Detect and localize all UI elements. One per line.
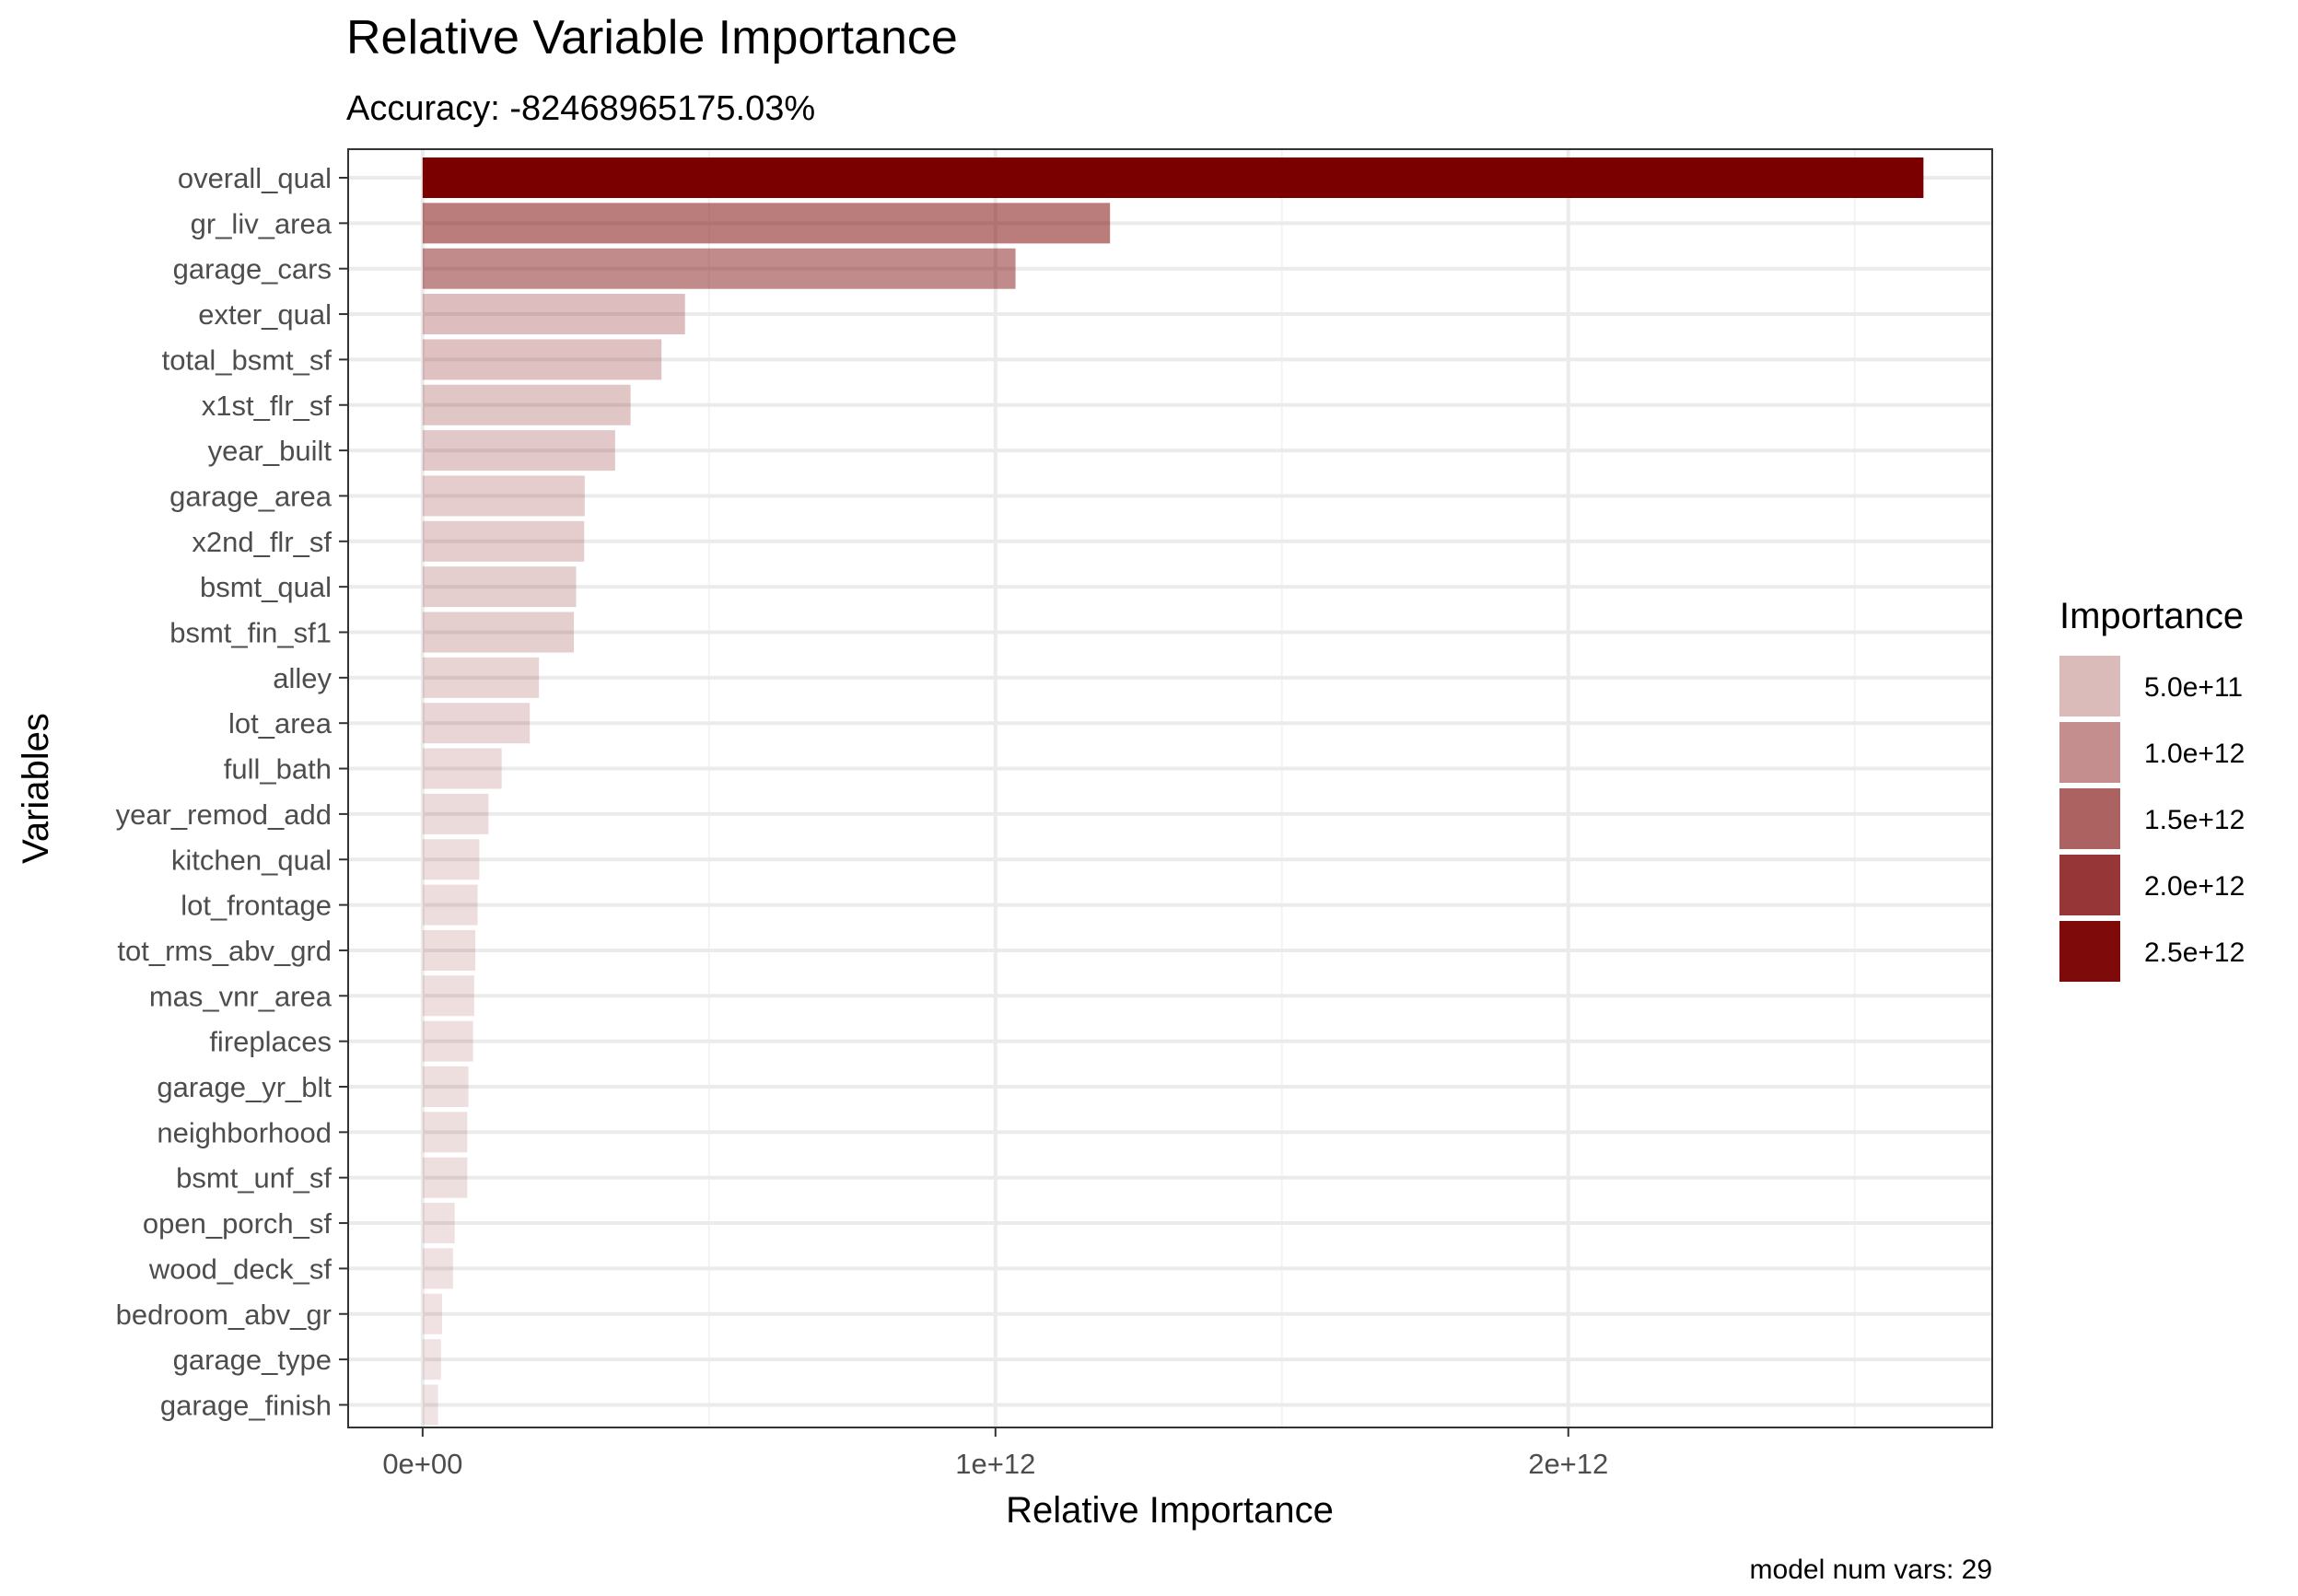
bar-garage-yr-blt (422, 1066, 469, 1107)
y-tick-label: wood_deck_sf (148, 1252, 332, 1285)
y-tick-label: bsmt_unf_sf (176, 1162, 332, 1194)
bar-bedroom-abv-gr (422, 1293, 442, 1334)
bar-lot-frontage (422, 884, 478, 926)
bars (422, 157, 1924, 1426)
y-tick-label: total_bsmt_sf (162, 344, 332, 376)
y-tick-label: year_remod_add (116, 798, 332, 831)
y-tick-label: bsmt_fin_sf1 (169, 617, 332, 649)
x-tick-label: 0e+00 (382, 1448, 462, 1480)
legend-swatch (2059, 921, 2120, 982)
bar-alley (422, 657, 540, 698)
legend-swatch (2059, 788, 2120, 849)
y-tick-label: gr_liv_area (191, 207, 332, 239)
legend-label: 2.0e+12 (2144, 871, 2245, 902)
bar-garage-area (422, 475, 585, 517)
y-tick-label: bedroom_abv_gr (116, 1299, 332, 1331)
plot-panel-bg (348, 149, 1992, 1427)
y-tick-label: x1st_flr_sf (202, 390, 332, 422)
y-tick-label: garage_area (169, 480, 332, 512)
bar-neighborhood (422, 1112, 468, 1153)
legend-label: 5.0e+11 (2144, 672, 2243, 703)
grid-lines (348, 149, 1992, 1427)
bar-garage-type (422, 1339, 441, 1380)
y-tick-label: year_built (208, 435, 332, 467)
x-axis-ticks: 0e+00 1e+12 2e+12 (382, 1427, 1608, 1480)
bar-year-built (422, 430, 615, 472)
y-tick-label: fireplaces (209, 1026, 332, 1058)
legend-label: 2.5e+12 (2144, 938, 2245, 968)
bar-open-porch-sf (422, 1203, 455, 1244)
y-tick-label: exter_qual (198, 298, 332, 331)
legend-title: Importance (2059, 596, 2244, 636)
legend-swatch (2059, 855, 2120, 915)
plot-panel-border (347, 148, 1993, 1428)
bar-kitchen-qual (422, 839, 480, 880)
bar-x1st-flr-sf (422, 384, 631, 425)
bar-x2nd-flr-sf (422, 520, 585, 562)
y-tick-label: lot_frontage (181, 890, 332, 922)
chart-subtitle: Accuracy: -82468965175.03% (346, 89, 815, 128)
legend-label: 1.0e+12 (2144, 739, 2245, 769)
bar-year-remod-add (422, 793, 489, 834)
y-axis-title: Variables (16, 713, 56, 864)
x-tick-label: 2e+12 (1528, 1448, 1608, 1480)
bar-fireplaces (422, 1020, 473, 1062)
legend-swatch (2059, 722, 2120, 783)
y-tick-label: garage_cars (173, 253, 332, 285)
chart-title: Relative Variable Importance (346, 11, 958, 64)
y-tick-label: kitchen_qual (171, 844, 332, 876)
y-tick-label: garage_type (173, 1344, 332, 1376)
x-axis-title: Relative Importance (1006, 1490, 1334, 1531)
caption: model num vars: 29 (1750, 1555, 1992, 1585)
y-tick-label: tot_rms_abv_grd (117, 935, 332, 967)
bar-garage-finish (422, 1384, 438, 1426)
y-tick-label: alley (273, 662, 332, 694)
y-tick-label: mas_vnr_area (149, 980, 332, 1012)
y-axis-ticks: overall_qual gr_liv_area garage_cars exter_… (116, 162, 348, 1421)
y-tick-label: lot_area (228, 707, 332, 740)
bar-overall-qual (422, 157, 1924, 198)
legend-label: 1.5e+12 (2144, 805, 2245, 835)
y-tick-label: garage_yr_blt (157, 1071, 332, 1103)
bar-total-bsmt-sf (422, 339, 662, 380)
bar-bsmt-unf-sf (422, 1157, 468, 1198)
bar-wood-deck-sf (422, 1248, 453, 1289)
y-tick-label: garage_finish (160, 1389, 332, 1421)
bar-tot-rms-abv-grd (422, 929, 476, 971)
y-tick-label: neighborhood (157, 1116, 332, 1148)
y-tick-label: overall_qual (178, 162, 332, 194)
x-tick-label: 1e+12 (955, 1448, 1035, 1480)
bar-garage-cars (422, 248, 1016, 289)
legend-swatch (2059, 656, 2120, 716)
y-tick-label: open_porch_sf (143, 1207, 332, 1240)
bar-lot-area (422, 703, 531, 744)
y-tick-label: full_bath (224, 753, 332, 786)
bar-gr-liv-area (422, 203, 1111, 244)
legend: 5.0e+11 1.0e+12 1.5e+12 2.0e+12 2.5e+12 (2059, 656, 2245, 982)
bar-bsmt-qual (422, 566, 577, 608)
y-tick-label: bsmt_qual (200, 571, 332, 603)
y-tick-label: x2nd_flr_sf (192, 526, 332, 558)
bar-full-bath (422, 748, 502, 789)
bar-bsmt-fin-sf1 (422, 612, 575, 653)
bar-mas-vnr-area (422, 975, 474, 1017)
bar-exter-qual (422, 294, 685, 335)
